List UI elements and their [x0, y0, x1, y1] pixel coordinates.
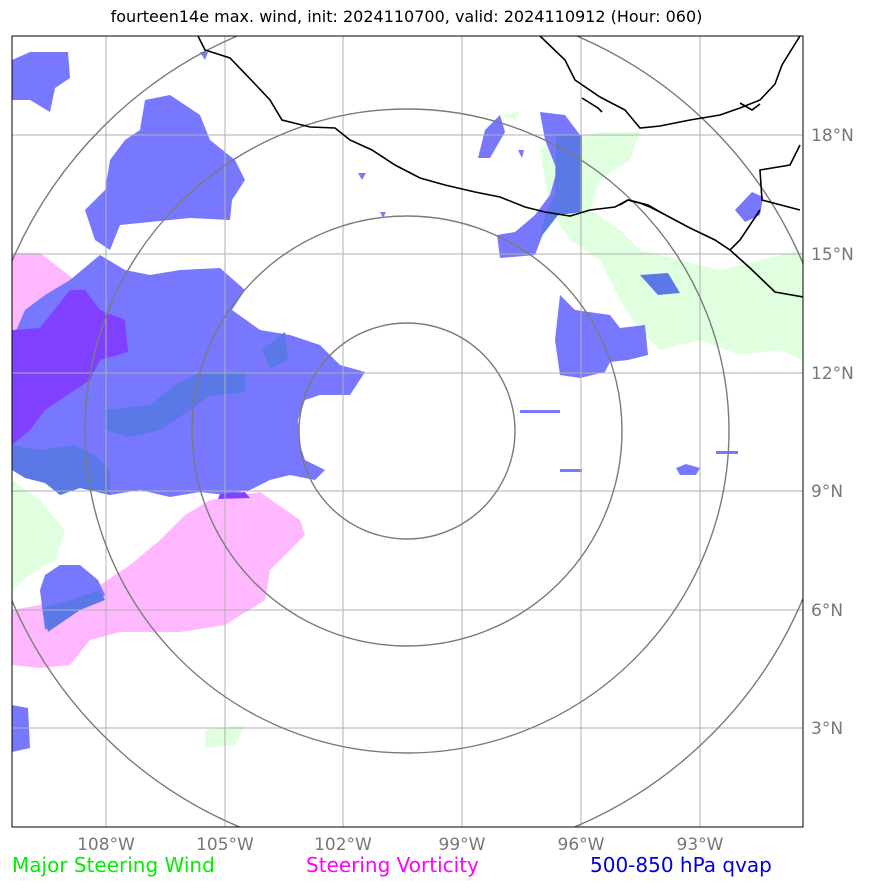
map-title: fourteen14e max. wind, init: 2024110700,…: [110, 7, 703, 26]
map-frame: [11, 35, 804, 828]
qvap-vorticity-overlap-areas: [12, 290, 250, 499]
legend-steering-vorticity: Steering Vorticity: [306, 853, 479, 877]
range-rings: [12, 36, 803, 827]
gridlines: [12, 36, 803, 827]
range-ring: [298, 322, 516, 540]
latitude-tick-label: 3°N: [811, 719, 843, 739]
latitude-tick-label: 18°N: [811, 126, 854, 146]
latitude-tick-label: 6°N: [811, 601, 843, 621]
legend-steering-wind: Major Steering Wind: [12, 853, 215, 877]
qvap-wind-overlap-areas: [12, 135, 680, 632]
latitude-tick-label: 12°N: [811, 364, 854, 384]
tick-labels: 108°W 105°W 102°W 99°W 96°W 93°W 18°N 15°N 12°N 9…: [77, 126, 854, 855]
longitude-tick-label: 105°W: [196, 835, 254, 855]
legend-qvap: 500-850 hPa qvap: [590, 853, 772, 877]
range-ring: [84, 108, 730, 754]
longitude-tick-label: 99°W: [439, 835, 486, 855]
longitude-tick-label: 93°W: [677, 835, 724, 855]
longitude-tick-label: 102°W: [314, 835, 372, 855]
longitude-tick-label: 108°W: [77, 835, 135, 855]
latitude-tick-label: 9°N: [811, 482, 843, 502]
qvap-areas: [12, 52, 763, 752]
range-ring: [191, 215, 623, 647]
longitude-tick-label: 96°W: [558, 835, 605, 855]
latitude-tick-label: 15°N: [811, 245, 854, 265]
coastline: [197, 36, 803, 298]
